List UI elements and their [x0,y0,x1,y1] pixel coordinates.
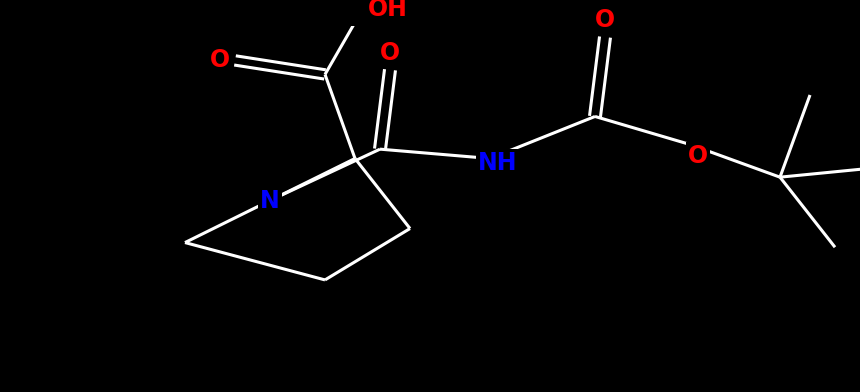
Text: NH: NH [478,151,518,175]
Text: OH: OH [368,0,408,21]
Text: O: O [688,144,708,168]
Text: N: N [260,189,280,212]
Text: O: O [210,49,230,73]
Text: O: O [595,8,615,32]
Text: O: O [380,41,400,65]
